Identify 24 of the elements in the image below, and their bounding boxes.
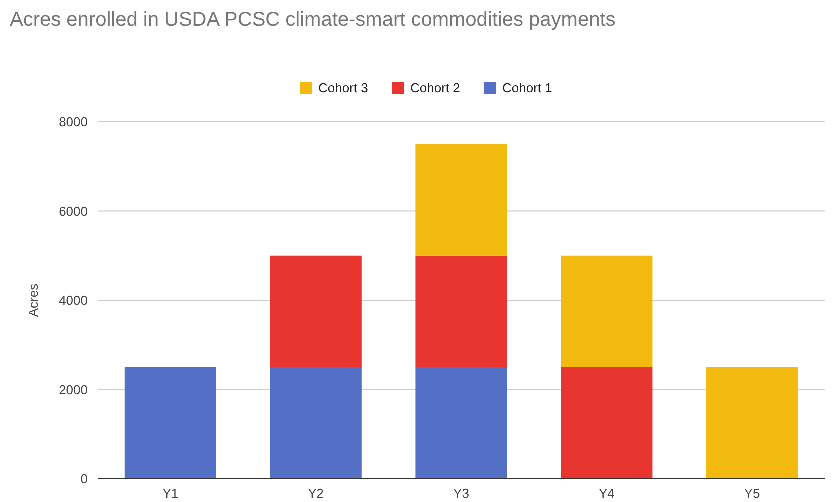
x-tick-label: Y2 xyxy=(308,486,324,501)
x-tick-label: Y3 xyxy=(454,486,470,501)
x-tick-label: Y5 xyxy=(744,486,760,501)
chart-title: Acres enrolled in USDA PCSC climate-smart commodities payments xyxy=(10,9,616,31)
bar xyxy=(416,256,508,368)
y-tick-label: 4000 xyxy=(59,293,88,308)
x-tick-label: Y4 xyxy=(598,486,615,501)
y-tick-label: 8000 xyxy=(59,114,88,130)
bar xyxy=(270,367,362,479)
y-axis-title: Acres xyxy=(26,283,41,318)
bar xyxy=(561,256,653,368)
bar xyxy=(706,367,798,479)
bar xyxy=(416,367,508,479)
bar xyxy=(561,367,653,479)
bar xyxy=(124,367,216,479)
bar xyxy=(416,144,508,256)
bar xyxy=(270,256,362,368)
x-tick-label: Y1 xyxy=(162,486,179,501)
legend-label: Cohort 3 xyxy=(318,80,368,96)
legend-label: Cohort 1 xyxy=(502,80,552,96)
y-tick-label: 6000 xyxy=(59,204,88,219)
y-tick-label: 0 xyxy=(80,472,88,487)
y-tick-label: 2000 xyxy=(59,382,88,398)
legend-label: Cohort 2 xyxy=(410,80,460,96)
